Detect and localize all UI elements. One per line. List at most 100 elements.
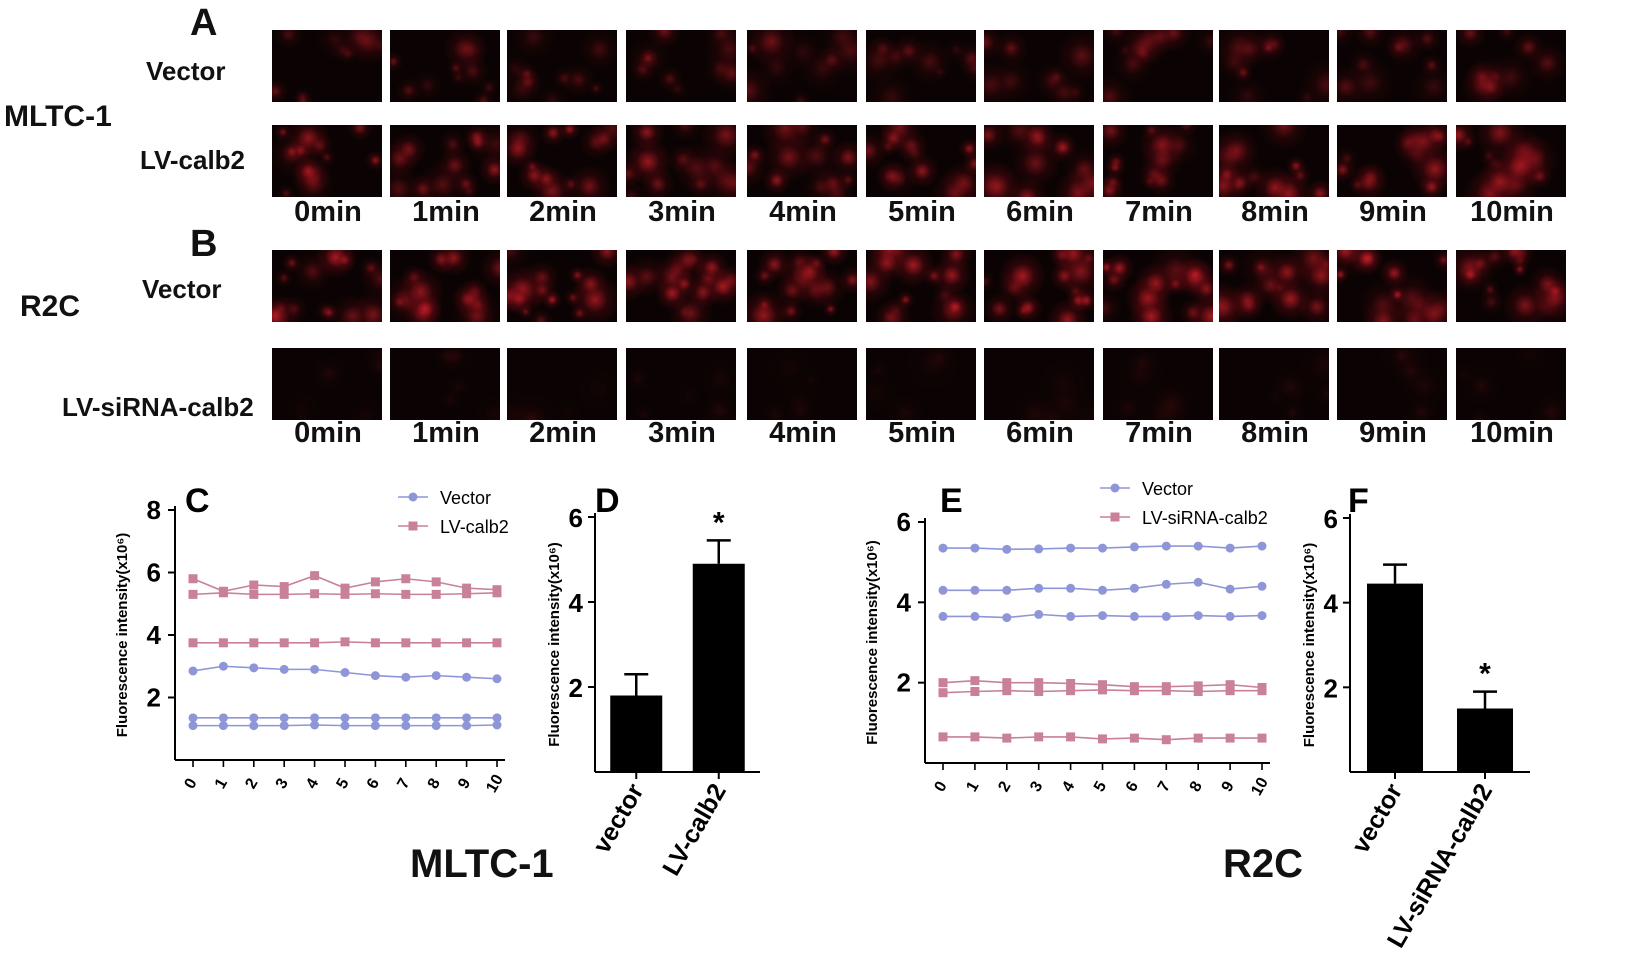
row-label-lv-calb2: LV-calb2 bbox=[140, 145, 246, 175]
data-point bbox=[1034, 732, 1044, 742]
data-point bbox=[279, 589, 289, 599]
data-point bbox=[1161, 611, 1171, 621]
data-point bbox=[1098, 680, 1107, 690]
y-tick-label: 2 bbox=[1324, 673, 1338, 703]
data-point bbox=[310, 664, 320, 674]
row-label-lv-sirna-calb2: LV-siRNA-calb2 bbox=[62, 392, 254, 422]
data-point bbox=[431, 577, 441, 587]
data-point bbox=[1110, 512, 1120, 522]
x-tick-label: 9 bbox=[1219, 779, 1238, 795]
data-point bbox=[1225, 543, 1235, 553]
data-point bbox=[1098, 734, 1107, 744]
y-tick-label: 2 bbox=[569, 673, 583, 703]
data-point bbox=[492, 713, 502, 723]
data-point bbox=[370, 589, 380, 599]
significance-mark: * bbox=[1479, 658, 1491, 691]
data-point bbox=[938, 678, 948, 688]
data-point bbox=[1002, 613, 1012, 623]
row-label-vector-b: Vector bbox=[142, 274, 222, 304]
data-point bbox=[1034, 609, 1044, 619]
time-label: 9min bbox=[1359, 196, 1427, 228]
legend-label: LV-siRNA-calb2 bbox=[1142, 508, 1268, 528]
microscopy-image bbox=[1219, 30, 1329, 102]
microscopy-image bbox=[866, 250, 976, 322]
data-point bbox=[310, 589, 320, 599]
data-point bbox=[1257, 611, 1267, 621]
time-label: 8min bbox=[1241, 417, 1309, 449]
cell-line-label-r2c: R2C bbox=[20, 290, 81, 323]
data-point bbox=[1098, 543, 1107, 553]
data-point bbox=[1257, 686, 1267, 696]
microscopy-image bbox=[507, 250, 617, 322]
data-point bbox=[310, 638, 320, 648]
y-tick-label: 6 bbox=[1324, 504, 1338, 534]
data-point bbox=[340, 637, 350, 647]
panel-letter: C bbox=[185, 482, 210, 520]
microscopy-image bbox=[507, 30, 617, 102]
data-point bbox=[188, 638, 198, 648]
data-point bbox=[1129, 611, 1139, 621]
data-point bbox=[431, 638, 441, 648]
data-point bbox=[370, 713, 380, 723]
data-point bbox=[1193, 611, 1203, 621]
microscopy-image bbox=[1337, 125, 1447, 197]
data-point bbox=[1066, 686, 1076, 696]
time-label: 3min bbox=[648, 196, 716, 228]
time-label: 1min bbox=[412, 196, 480, 228]
data-point bbox=[1066, 611, 1076, 621]
time-label: 9min bbox=[1359, 417, 1427, 449]
microscopy-image bbox=[390, 30, 500, 102]
data-point bbox=[249, 589, 259, 599]
microscopy-image bbox=[1103, 125, 1213, 197]
data-point bbox=[370, 671, 380, 681]
data-point bbox=[462, 713, 472, 723]
x-tick-label: 7 bbox=[1155, 779, 1174, 795]
data-point bbox=[938, 543, 948, 553]
microscopy-image bbox=[626, 250, 736, 322]
time-label: 3min bbox=[648, 417, 716, 449]
y-tick-label: 6 bbox=[569, 503, 583, 533]
data-point bbox=[1034, 687, 1044, 697]
significance-mark: * bbox=[713, 506, 725, 539]
x-tick-label: 2 bbox=[995, 779, 1014, 795]
data-point bbox=[401, 574, 411, 584]
x-tick-label: 10 bbox=[483, 772, 507, 796]
microscopy-image bbox=[272, 30, 382, 102]
data-point bbox=[218, 661, 228, 671]
data-point bbox=[279, 664, 289, 674]
data-point bbox=[401, 638, 411, 648]
bar bbox=[610, 695, 663, 772]
time-label: 7min bbox=[1125, 196, 1193, 228]
data-point bbox=[1098, 611, 1107, 621]
data-point bbox=[218, 713, 228, 723]
x-tick-label: vector bbox=[1346, 779, 1408, 858]
panel-letter-b: B bbox=[190, 223, 218, 265]
data-point bbox=[408, 521, 418, 531]
data-point bbox=[938, 732, 948, 742]
data-point bbox=[370, 577, 380, 587]
microscopy-image bbox=[1456, 348, 1566, 420]
data-point bbox=[1257, 581, 1267, 591]
time-label: 4min bbox=[769, 196, 837, 228]
microscopy-image bbox=[1219, 348, 1329, 420]
data-point bbox=[188, 721, 198, 731]
x-tick-label: 6 bbox=[1123, 779, 1142, 795]
x-tick-label: 7 bbox=[394, 776, 413, 792]
data-point bbox=[401, 721, 411, 731]
microscopy-image bbox=[984, 30, 1094, 102]
y-tick-label: 2 bbox=[897, 668, 911, 698]
bottom-label-r2c: R2C bbox=[1223, 842, 1304, 886]
data-point bbox=[1193, 541, 1203, 551]
microscopy-image bbox=[626, 125, 736, 197]
microscopy-image bbox=[1219, 250, 1329, 322]
time-label: 2min bbox=[529, 417, 597, 449]
x-tick-label: 6 bbox=[364, 776, 383, 792]
data-point bbox=[1225, 686, 1235, 696]
data-point bbox=[1161, 579, 1171, 589]
microscopy-image bbox=[747, 30, 857, 102]
data-point bbox=[462, 638, 472, 648]
microscopy-image bbox=[747, 125, 857, 197]
bar bbox=[692, 563, 745, 772]
microscopy-image bbox=[866, 125, 976, 197]
data-point bbox=[188, 589, 198, 599]
